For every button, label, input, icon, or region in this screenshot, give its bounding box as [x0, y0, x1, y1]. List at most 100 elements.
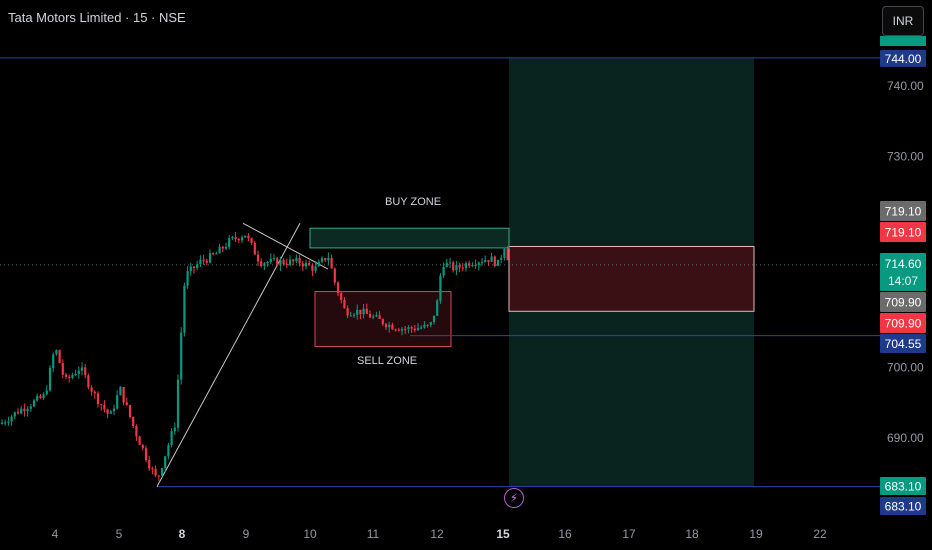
candle: [189, 266, 192, 272]
candle: [356, 309, 359, 315]
candle: [244, 235, 247, 238]
candle: [45, 390, 48, 395]
candle: [506, 248, 509, 261]
candle: [445, 262, 448, 267]
candle: [420, 327, 423, 329]
candle: [4, 422, 7, 424]
price-label-badge: [880, 313, 926, 333]
candle: [480, 262, 484, 264]
candle: [400, 328, 404, 331]
candle: [135, 425, 138, 437]
candle: [493, 256, 496, 266]
candle: [455, 264, 458, 271]
candle: [253, 242, 256, 255]
candle: [0, 422, 4, 424]
candle: [202, 259, 205, 261]
candle: [320, 258, 324, 262]
price-label-badge: [880, 292, 926, 312]
candle: [106, 409, 109, 414]
candle: [250, 238, 253, 243]
candle: [55, 350, 58, 355]
price-label-badge: [880, 497, 926, 515]
candle: [231, 236, 234, 239]
candle: [490, 256, 493, 262]
candle: [372, 316, 375, 318]
candle: [160, 468, 164, 476]
candle: [80, 367, 84, 371]
candle: [199, 259, 202, 265]
candle: [154, 468, 157, 476]
trend-line-down: [242, 222, 329, 270]
candle: [308, 262, 311, 266]
candle: [378, 315, 381, 319]
candle: [404, 328, 407, 330]
candle: [64, 374, 68, 377]
candle: [327, 257, 330, 261]
candle: [26, 408, 29, 412]
candle: [224, 246, 228, 249]
y-tick-label: 740.00: [887, 79, 924, 93]
price-label-badge: [880, 222, 926, 242]
candle: [215, 253, 218, 255]
candle: [426, 324, 429, 326]
candle: [461, 267, 464, 269]
candle: [256, 254, 260, 262]
candle: [192, 266, 196, 269]
currency-button[interactable]: INR: [882, 6, 924, 36]
candle: [221, 246, 224, 249]
x-tick-label: 9: [243, 527, 250, 541]
candle: [74, 373, 77, 376]
candle: [167, 445, 170, 457]
price-label: 709.90: [885, 296, 922, 310]
price-label: 744.00: [885, 52, 922, 66]
candle: [122, 387, 125, 403]
candle: [432, 315, 436, 323]
candle: [240, 237, 244, 241]
chart-title: Tata Motors Limited · 15 · NSE: [8, 10, 186, 25]
sell-zone-label: SELL ZONE: [357, 355, 417, 367]
candle: [487, 260, 490, 262]
candle: [234, 236, 237, 239]
price-label: 709.90: [885, 317, 922, 331]
candle: [285, 263, 288, 265]
price-label-badge: [880, 477, 926, 495]
candle: [416, 328, 420, 331]
y-tick-label: 730.00: [887, 149, 924, 163]
price-label: 714.60: [885, 257, 922, 271]
price-label-badge: [880, 49, 926, 67]
price-label: 683.10: [885, 480, 922, 494]
candle: [352, 314, 356, 316]
x-tick-label: 16: [558, 527, 572, 541]
lightning-bolt-icon[interactable]: ⚡: [504, 488, 524, 508]
candle: [61, 363, 64, 375]
candle: [324, 258, 327, 261]
candle: [359, 309, 362, 315]
candle: [119, 387, 122, 396]
candle: [39, 396, 42, 398]
candle: [282, 260, 285, 264]
price-label: 704.55: [885, 337, 922, 351]
candle: [116, 395, 119, 409]
candle: [237, 238, 240, 241]
buy-zone-box: [309, 227, 510, 249]
candle: [93, 391, 96, 394]
candle: [68, 376, 71, 378]
candle: [266, 262, 269, 264]
candle: [500, 257, 503, 260]
candle: [10, 416, 13, 422]
hidden-price-badge: [880, 36, 926, 46]
candle: [71, 375, 74, 378]
candle: [397, 329, 400, 331]
candle: [164, 456, 167, 469]
candle: [84, 367, 87, 376]
candle: [442, 266, 445, 276]
candle: [186, 271, 189, 286]
candle: [29, 406, 32, 409]
candle: [330, 257, 333, 269]
candle: [87, 375, 90, 388]
candle: [333, 268, 336, 283]
candle: [448, 262, 452, 264]
candle: [381, 318, 384, 325]
candle: [429, 322, 432, 326]
